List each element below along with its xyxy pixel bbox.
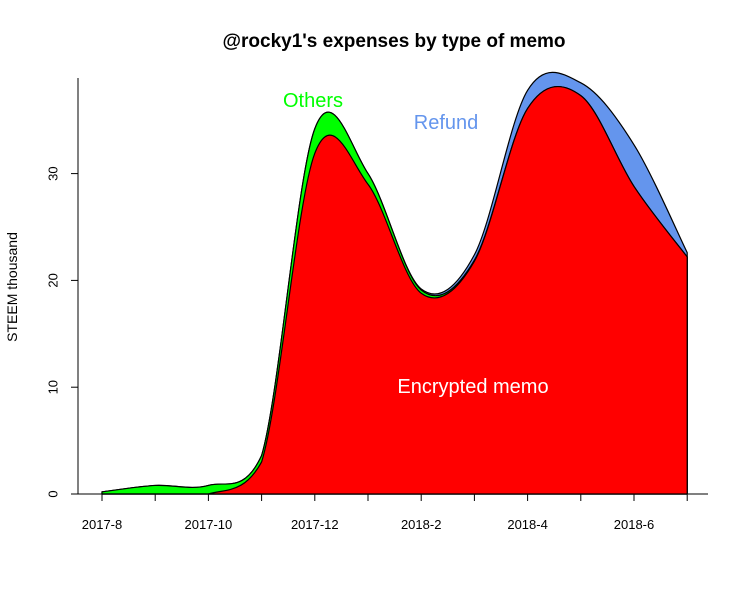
series-label-encrypted-memo: Encrypted memo <box>397 376 548 398</box>
stacked-areas <box>101 71 688 495</box>
x-tick-label: 2017-8 <box>82 517 122 532</box>
y-tick-label: 0 <box>45 490 60 497</box>
y-tick-label: 30 <box>45 166 60 180</box>
chart-title: @rocky1's expenses by type of memo <box>222 31 565 52</box>
x-tick-label: 2018-6 <box>614 517 654 532</box>
y-tick-label: 10 <box>45 380 60 394</box>
series-label-refund: Refund <box>414 112 479 134</box>
series-label-others: Others <box>283 90 343 112</box>
x-tick-label: 2017-10 <box>185 517 233 532</box>
x-tick-label: 2017-12 <box>291 517 339 532</box>
y-tick-label: 20 <box>45 273 60 287</box>
x-tick-label: 2018-4 <box>507 517 547 532</box>
x-tick-label: 2018-2 <box>401 517 441 532</box>
series-labels: Encrypted memo Others Refund <box>283 90 549 398</box>
axes: 0 10 20 30 2017-8 2017-10 2017-12 2018-2 2018-4 2… <box>45 78 708 532</box>
y-axis-title: STEEM thousand <box>4 232 20 342</box>
area-encrypted-memo <box>101 85 688 495</box>
